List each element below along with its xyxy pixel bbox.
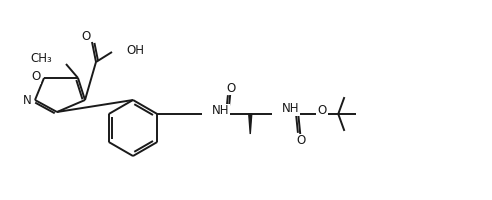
Text: NH: NH xyxy=(212,104,230,116)
Text: O: O xyxy=(318,104,327,117)
Text: CH₃: CH₃ xyxy=(30,52,52,66)
Text: O: O xyxy=(227,82,236,95)
Polygon shape xyxy=(249,114,252,134)
Text: NH: NH xyxy=(282,102,300,116)
Text: N: N xyxy=(23,94,31,106)
Text: O: O xyxy=(297,134,306,146)
Text: O: O xyxy=(81,30,91,44)
Text: O: O xyxy=(31,71,41,84)
Text: OH: OH xyxy=(126,45,144,58)
